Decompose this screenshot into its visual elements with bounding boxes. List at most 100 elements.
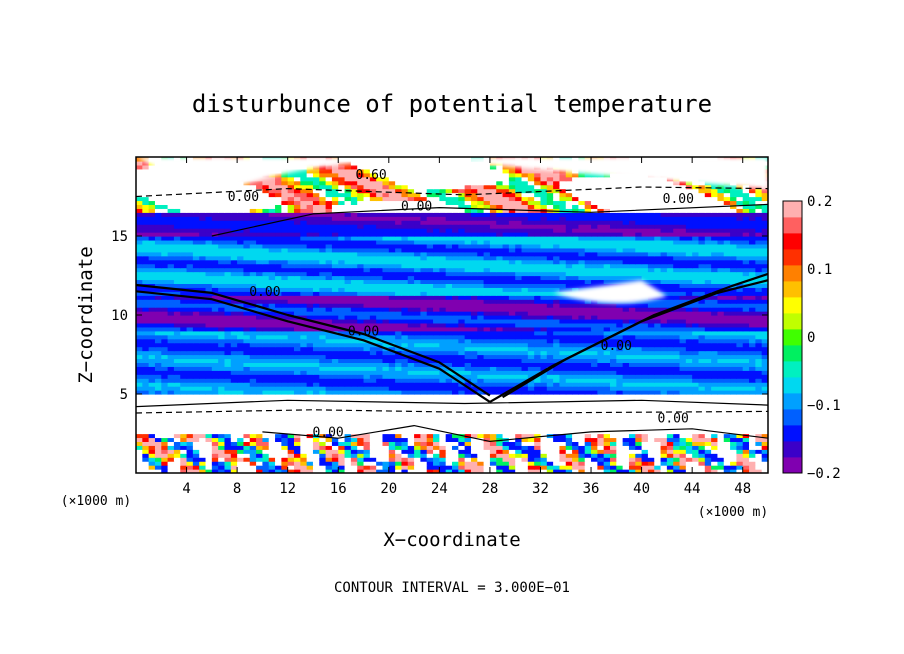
- heatmap-cell: [641, 374, 649, 379]
- heatmap-cell: [161, 449, 169, 454]
- heatmap-cell: [565, 401, 573, 407]
- heatmap-cell: [369, 433, 377, 439]
- heatmap-cell: [426, 437, 434, 442]
- heatmap-cell: [704, 386, 712, 391]
- heatmap-cell: [268, 342, 276, 348]
- heatmap-cell: [698, 342, 706, 348]
- heatmap-cell: [382, 453, 390, 458]
- heatmap-cell: [521, 425, 529, 431]
- heatmap-cell: [268, 330, 276, 336]
- heatmap-cell: [357, 366, 365, 371]
- heatmap-cell: [230, 295, 238, 300]
- heatmap-cell: [521, 409, 529, 415]
- heatmap-cell: [628, 457, 636, 462]
- heatmap-cell: [635, 350, 643, 356]
- heatmap-cell: [540, 453, 548, 458]
- heatmap-cell: [483, 275, 491, 281]
- heatmap-cell: [256, 299, 263, 304]
- heatmap-cell: [591, 346, 598, 352]
- heatmap-cell: [616, 334, 624, 340]
- heatmap-cell: [464, 397, 472, 403]
- heatmap-cell: [584, 433, 592, 439]
- heatmap-cell: [363, 457, 371, 462]
- heatmap-cell: [325, 366, 333, 371]
- heatmap-cell: [218, 429, 226, 435]
- heatmap-cell: [300, 429, 308, 435]
- heatmap-cell: [508, 445, 516, 450]
- heatmap-cell: [300, 370, 308, 375]
- heatmap-cell: [470, 299, 478, 304]
- heatmap-cell: [597, 449, 605, 454]
- heatmap-cell: [755, 311, 763, 316]
- heatmap-cell: [388, 283, 396, 288]
- heatmap-cell: [660, 283, 668, 288]
- heatmap-cell: [338, 397, 346, 403]
- heatmap-cell: [275, 378, 282, 383]
- heatmap-cell: [237, 295, 245, 300]
- heatmap-cell: [692, 346, 700, 352]
- heatmap-cell: [275, 453, 282, 458]
- heatmap-cell: [312, 453, 320, 458]
- heatmap-cell: [610, 350, 617, 356]
- heatmap-cell: [502, 461, 510, 466]
- heatmap-cell: [294, 390, 301, 395]
- heatmap-cell: [224, 299, 232, 304]
- heatmap-cell: [388, 441, 396, 446]
- heatmap-cell: [142, 334, 150, 340]
- heatmap-cell: [515, 318, 523, 324]
- heatmap-cell: [230, 366, 238, 371]
- heatmap-cell: [660, 358, 668, 363]
- heatmap-cell: [603, 394, 611, 399]
- heatmap-cell: [483, 378, 491, 383]
- heatmap-cell: [294, 465, 301, 470]
- heatmap-cell: [704, 366, 712, 371]
- heatmap-cell: [470, 287, 478, 292]
- heatmap-cell: [464, 433, 472, 439]
- heatmap-cell: [148, 275, 156, 281]
- heatmap-cell: [635, 358, 643, 363]
- heatmap-cell: [388, 397, 396, 403]
- heatmap-cell: [654, 326, 662, 332]
- heatmap-cell: [742, 326, 750, 332]
- heatmap-cell: [628, 303, 636, 308]
- heatmap-cell: [287, 279, 295, 284]
- heatmap-cell: [268, 374, 276, 379]
- heatmap-cell: [679, 441, 687, 446]
- heatmap-cell: [205, 342, 213, 348]
- heatmap-cell: [319, 358, 327, 363]
- heatmap-cell: [300, 311, 308, 316]
- heatmap-cell: [628, 429, 636, 435]
- heatmap-cell: [736, 417, 744, 423]
- heatmap-cell: [647, 303, 655, 308]
- heatmap-cell: [344, 374, 352, 379]
- heatmap-cell: [603, 279, 611, 284]
- heatmap-cell: [647, 374, 655, 379]
- heatmap-cell: [565, 279, 573, 284]
- heatmap-cell: [704, 417, 712, 423]
- heatmap-cell: [262, 330, 270, 336]
- heatmap-cell: [344, 311, 352, 316]
- heatmap-cell: [666, 437, 674, 442]
- heatmap-cell: [357, 279, 365, 284]
- heatmap-cell: [420, 390, 428, 395]
- heatmap-cell: [477, 441, 485, 446]
- heatmap-cell: [679, 346, 687, 352]
- heatmap-cell: [755, 342, 763, 348]
- heatmap-cell: [711, 303, 719, 308]
- heatmap-cell: [357, 457, 365, 462]
- heatmap-cell: [199, 382, 207, 387]
- heatmap-cell: [553, 461, 561, 466]
- heatmap-cell: [287, 453, 295, 458]
- heatmap-cell: [407, 330, 415, 336]
- heatmap-cell: [597, 311, 605, 316]
- heatmap-cell: [584, 279, 592, 284]
- heatmap-cell: [312, 417, 320, 423]
- heatmap-cell: [312, 315, 320, 320]
- heatmap-cell: [736, 386, 744, 391]
- heatmap-cell: [717, 421, 725, 427]
- heatmap-cell: [685, 386, 693, 391]
- heatmap-cell: [730, 311, 737, 316]
- heatmap-cell: [306, 417, 314, 423]
- heatmap-cell: [584, 330, 592, 336]
- heatmap-cell: [439, 295, 447, 300]
